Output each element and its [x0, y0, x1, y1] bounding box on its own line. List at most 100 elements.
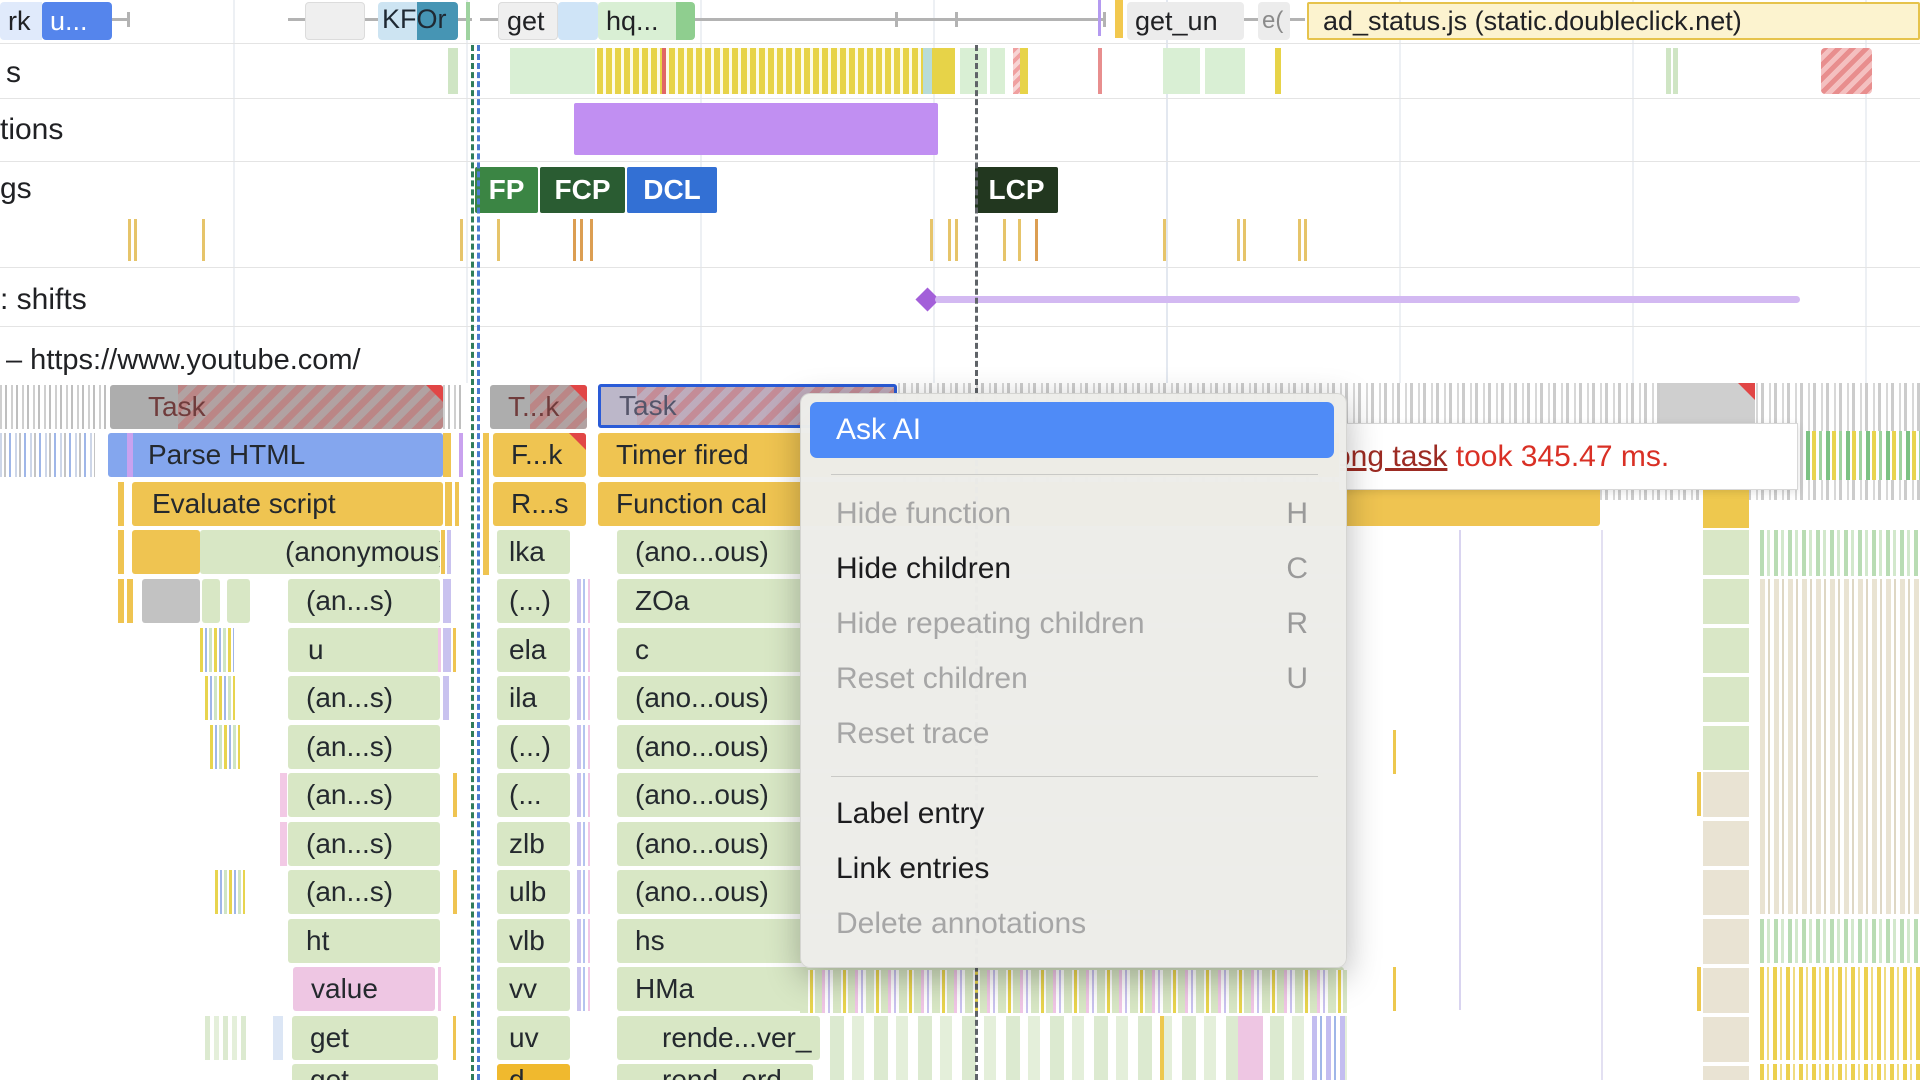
thin-yellow-bar[interactable]	[453, 628, 456, 672]
flame-bar-parse-html[interactable]: Parse HTML	[108, 433, 443, 477]
flame-bar-gray[interactable]	[142, 579, 200, 623]
menu-item-hide-repeating-children[interactable]: Hide repeating children R	[801, 596, 1348, 651]
network-request-hq[interactable]: hq...	[598, 2, 676, 40]
frames-yellow-bar[interactable]	[1020, 48, 1028, 94]
flame-bar-task[interactable]: Task	[110, 385, 443, 429]
task-row-micro-tasks[interactable]	[443, 385, 465, 429]
thin-lavender-bar[interactable]	[443, 628, 451, 672]
right-column-beige[interactable]	[1703, 772, 1749, 1080]
thin-yellow-bar[interactable]	[118, 579, 124, 623]
thin-yellow-column[interactable]	[483, 433, 489, 575]
network-request-ad-status-selected[interactable]: ad_status.js (static.doubleclick.net)	[1307, 2, 1920, 40]
flame-bar[interactable]: vv	[497, 967, 570, 1011]
flame-bar[interactable]: (an...s)	[288, 676, 440, 720]
thin-yellow-bar[interactable]	[441, 530, 445, 574]
thin-blue-bar[interactable]	[273, 1016, 283, 1060]
thin-yellow-bar[interactable]	[1697, 967, 1701, 1011]
flame-bar-anonymous[interactable]: (anonymous)	[200, 530, 440, 574]
network-request-get-un[interactable]: get_un	[1127, 2, 1244, 40]
menu-item-reset-children[interactable]: Reset children U	[801, 651, 1348, 706]
thin-pink-bar[interactable]	[438, 628, 441, 672]
flame-bar[interactable]: (...	[497, 773, 570, 817]
flame-bar[interactable]: ht	[288, 919, 440, 963]
right-stripe-band-green[interactable]	[1760, 530, 1920, 576]
thin-lavender-bar[interactable]	[443, 579, 451, 623]
flame-bar-evaluate-script[interactable]: Evaluate script	[132, 482, 443, 526]
flame-bar-rs[interactable]: R...s	[493, 482, 586, 526]
thin-pink-bar[interactable]	[280, 822, 287, 866]
frames-bar[interactable]	[1163, 48, 1200, 94]
flame-bar[interactable]: rend...ord	[617, 1064, 813, 1080]
menu-item-hide-function[interactable]: Hide function H	[801, 486, 1348, 541]
flame-bar[interactable]: ulb	[497, 870, 570, 914]
thin-purple-bar[interactable]	[459, 433, 463, 477]
thin-yellow-bar[interactable]	[445, 482, 452, 526]
right-stripe-band-yellow[interactable]	[1760, 1064, 1920, 1080]
badge-lcp[interactable]: LCP	[975, 167, 1058, 213]
thin-yellow-bar[interactable]	[1393, 967, 1396, 1011]
frames-bar[interactable]	[448, 48, 458, 94]
right-stripe-band-beige[interactable]	[1760, 579, 1920, 914]
flame-bar[interactable]: (an...s)	[288, 579, 440, 623]
thin-yellow-bar[interactable]	[455, 482, 459, 526]
frames-bar[interactable]	[960, 48, 987, 94]
frames-bar[interactable]	[510, 48, 595, 94]
network-request-ec[interactable]: e(	[1258, 2, 1290, 40]
thin-yellow-bar[interactable]	[453, 773, 457, 817]
right-stripe-band-green[interactable]	[1760, 919, 1920, 963]
lavender-column[interactable]	[1312, 1016, 1345, 1080]
right-column-yellow[interactable]	[1703, 490, 1749, 528]
track-label-layout-shifts[interactable]: : shifts	[0, 283, 87, 316]
menu-item-link-entries[interactable]: Link entries	[801, 841, 1348, 896]
thin-yellow-bar[interactable]	[443, 433, 451, 477]
flame-bar-green-small[interactable]	[202, 579, 220, 623]
network-request-kfor-body[interactable]	[417, 2, 458, 40]
flame-bar[interactable]: (an...s)	[288, 725, 440, 769]
below-menu-stripe-band[interactable]	[830, 1016, 1347, 1080]
flame-bar[interactable]: (...)	[497, 579, 570, 623]
frames-bar[interactable]	[990, 48, 1005, 94]
thin-pink-bar[interactable]	[280, 773, 287, 817]
network-request-pending[interactable]	[305, 2, 365, 40]
thin-lavender-bar[interactable]	[443, 676, 449, 720]
frames-yellow-bar[interactable]	[1275, 48, 1281, 94]
frames-yellow-bar[interactable]	[932, 48, 955, 94]
thin-pink-bar[interactable]	[438, 967, 441, 1011]
frames-dropped-frame-bar[interactable]	[1821, 48, 1872, 94]
network-request-kfor-wait[interactable]	[378, 2, 417, 40]
flame-bar-fk[interactable]: F...k	[493, 433, 586, 477]
network-request-u[interactable]: u...	[42, 2, 112, 40]
frames-teal-bar[interactable]	[923, 48, 932, 94]
flame-bar-d[interactable]: d	[497, 1064, 570, 1080]
frames-bar[interactable]	[1666, 48, 1671, 94]
menu-item-ask-ai[interactable]: Ask AI	[810, 402, 1334, 458]
thin-yellow-bar[interactable]	[453, 1016, 456, 1060]
thin-yellow-bar[interactable]	[453, 870, 457, 914]
track-label-animations[interactable]: tions	[0, 113, 64, 146]
thin-yellow-bar[interactable]	[1160, 1016, 1164, 1080]
frames-long-frame-bar[interactable]	[1013, 48, 1020, 94]
right-stripe-band-yellow[interactable]	[1760, 967, 1920, 1060]
right-green-yellow-cluster[interactable]	[1806, 431, 1920, 480]
frames-dropped-band[interactable]	[597, 48, 923, 94]
right-column-greens[interactable]	[1703, 530, 1749, 770]
thin-lavender-bar[interactable]	[447, 530, 451, 574]
flame-bar[interactable]: get	[292, 1064, 438, 1080]
frames-bar[interactable]	[1673, 48, 1678, 94]
network-request-thin-green[interactable]	[466, 2, 470, 40]
long-task-link[interactable]: ong task	[1339, 439, 1448, 473]
thin-yellow-bar[interactable]	[127, 579, 133, 623]
flame-bar[interactable]: (an...s)	[288, 822, 440, 866]
network-request-rk[interactable]: rk	[0, 2, 42, 40]
flame-bar-yellow[interactable]	[132, 530, 200, 574]
menu-item-reset-trace[interactable]: Reset trace	[801, 706, 1348, 761]
flame-bar[interactable]: (an...s)	[288, 773, 440, 817]
flame-bar[interactable]: ela	[497, 628, 570, 672]
badge-fp[interactable]: FP	[475, 167, 538, 213]
network-request-get[interactable]: get	[498, 2, 558, 40]
animation-bar[interactable]	[574, 103, 938, 155]
badge-fcp[interactable]: FCP	[540, 167, 625, 213]
flame-bar-task-2[interactable]: T...k	[490, 385, 587, 429]
thin-yellow-bar[interactable]	[118, 482, 124, 526]
network-request-thin-purple[interactable]	[1098, 0, 1101, 36]
